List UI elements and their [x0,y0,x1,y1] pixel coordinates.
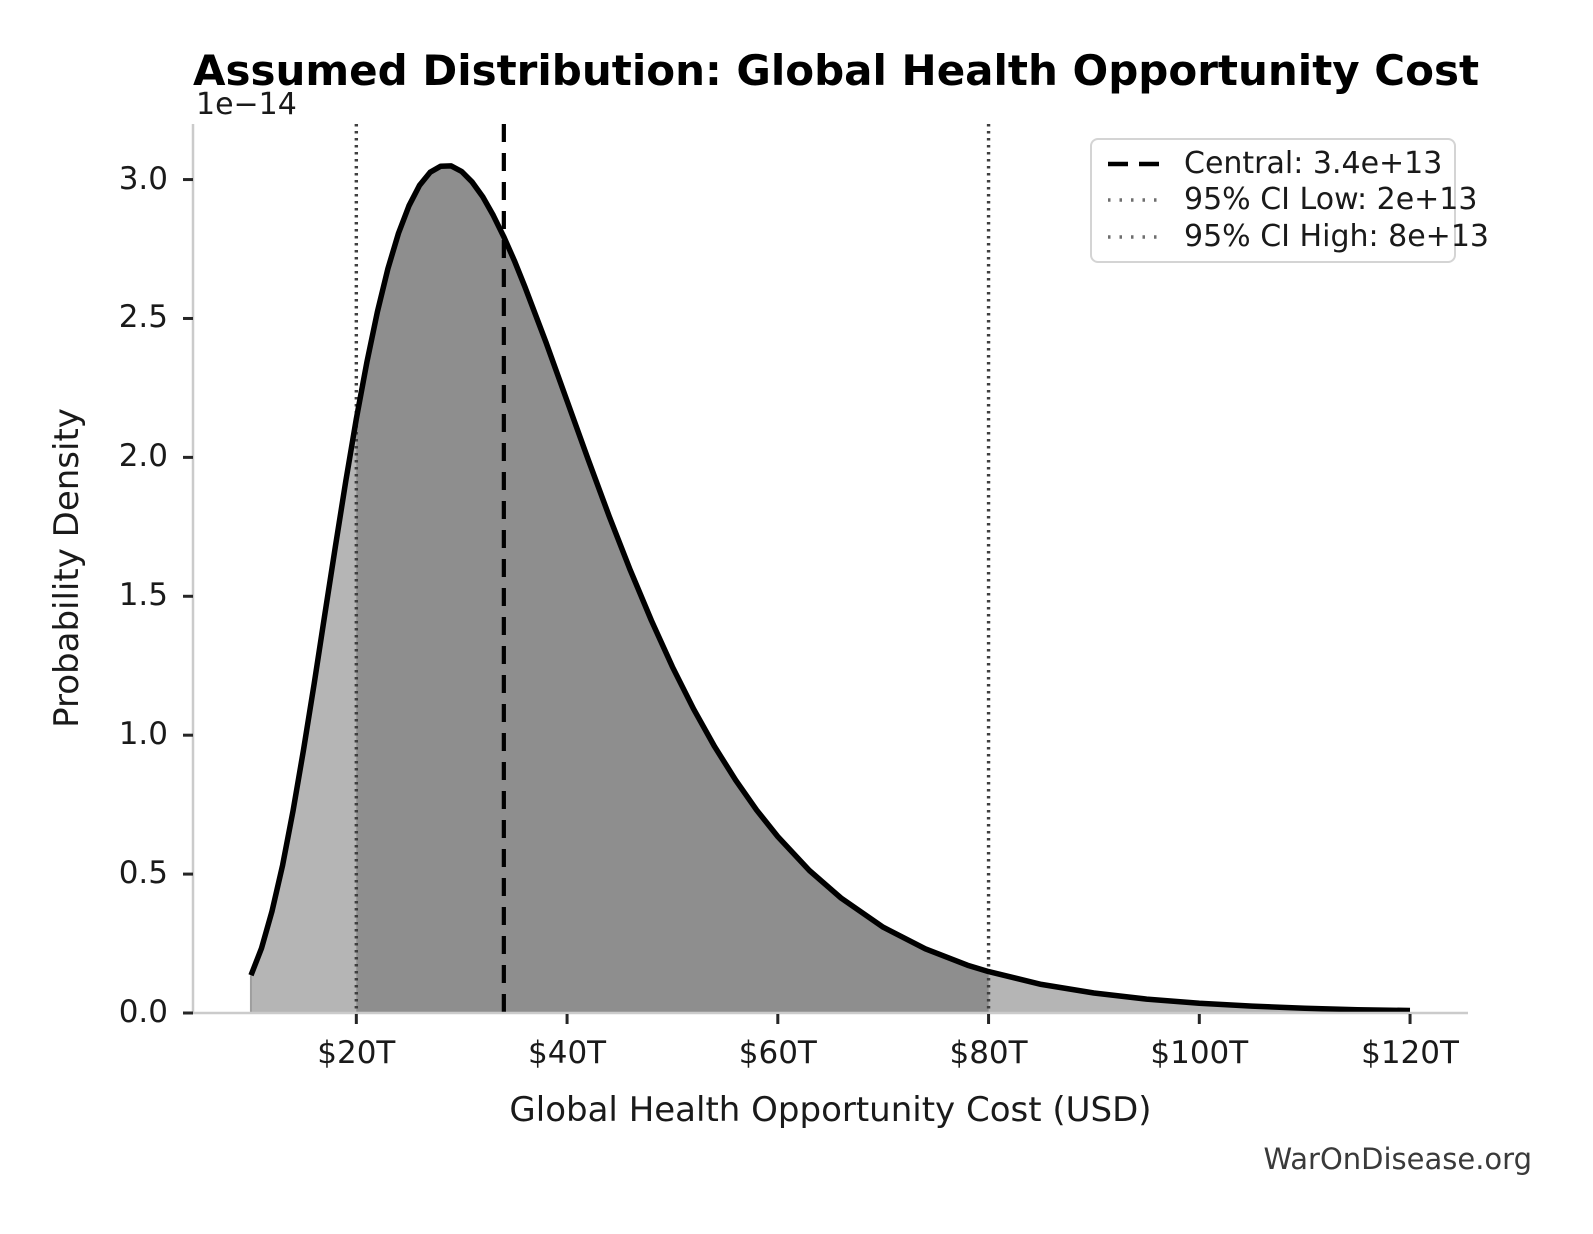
legend-row-central: Central: 3.4e+13 [1108,149,1446,179]
y-tick-label: 3.0 [118,160,168,197]
y-axis-offset-label: 1e−14 [196,87,297,122]
x-tick-label: $100T [1150,1035,1249,1071]
legend-label-ci-high: 95% CI High: 8e+13 [1184,218,1489,254]
x-tick-label: $40T [528,1035,607,1071]
x-tick-label: $80T [949,1035,1028,1071]
y-tick-label: 1.0 [118,716,168,753]
legend-label-central: Central: 3.4e+13 [1184,146,1443,182]
x-axis-label: Global Health Opportunity Cost (USD) [509,1090,1152,1130]
legend-dotted-line-icon [1108,235,1160,239]
ci-fill [356,165,989,1013]
y-tick-label: 2.5 [118,299,168,336]
legend-dotted-line-icon [1108,198,1160,203]
legend-row-ci-high: 95% CI High: 8e+13 [1108,221,1489,252]
y-tick-label: 0.5 [118,855,168,892]
legend-row-ci-low: 95% CI Low: 2e+13 [1108,185,1477,215]
y-tick-label: 2.0 [118,438,168,475]
legend-label-ci-low: 95% CI Low: 2e+13 [1184,182,1478,218]
legend: Central: 3.4e+13 95% CI Low: 2e+13 95% C… [1090,138,1489,263]
watermark: WarOnDisease.org [1263,1142,1532,1176]
density-curve [248,163,1411,1014]
x-tick-label: $60T [738,1035,817,1071]
chart-title: Assumed Distribution: Global Health Oppo… [193,46,1480,95]
legend-dashed-line-icon [1108,161,1160,167]
x-tick-label: $20T [317,1035,396,1071]
y-tick-label: 1.5 [118,577,168,614]
x-tick-label: $120T [1361,1035,1459,1071]
y-tick-label: 0.0 [118,994,168,1030]
